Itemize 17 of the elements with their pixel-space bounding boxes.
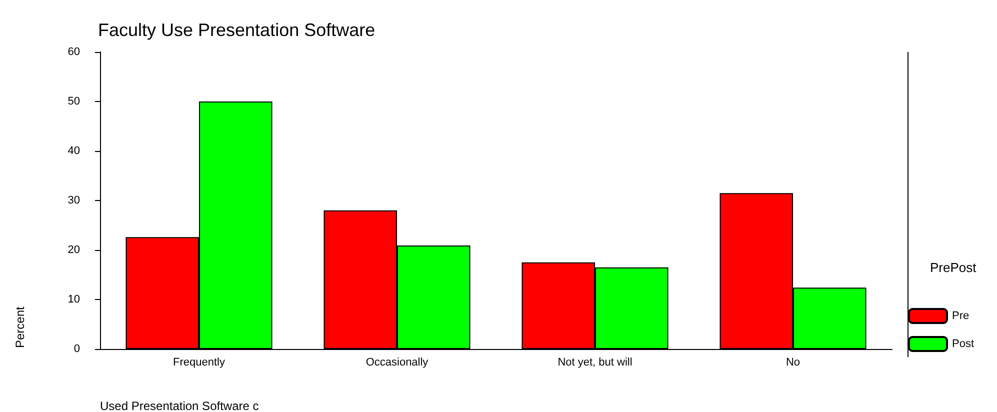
y-tick-label: 20	[68, 244, 80, 256]
y-tick-label: 50	[68, 96, 80, 108]
x-tick-label: No	[786, 356, 800, 368]
x-axis-title: Used Presentation Software c	[100, 399, 259, 412]
chart-title: Faculty Use Presentation Software	[98, 20, 376, 40]
x-tick-label: Frequently	[173, 356, 226, 368]
y-tick-label: 0	[74, 343, 80, 355]
legend-title: PrePost	[930, 260, 977, 275]
x-tick-label: Not yet, but will	[558, 356, 632, 368]
y-tick-label: 40	[68, 145, 80, 157]
y-tick-label: 30	[68, 194, 80, 206]
y-tick-label: 10	[68, 294, 80, 306]
x-tick-label: Occasionally	[366, 356, 429, 368]
y-axis-title: Percent	[13, 306, 27, 348]
legend-label: Post	[952, 338, 974, 350]
y-tick-label: 60	[68, 46, 80, 58]
legend-label: Pre	[952, 310, 970, 322]
